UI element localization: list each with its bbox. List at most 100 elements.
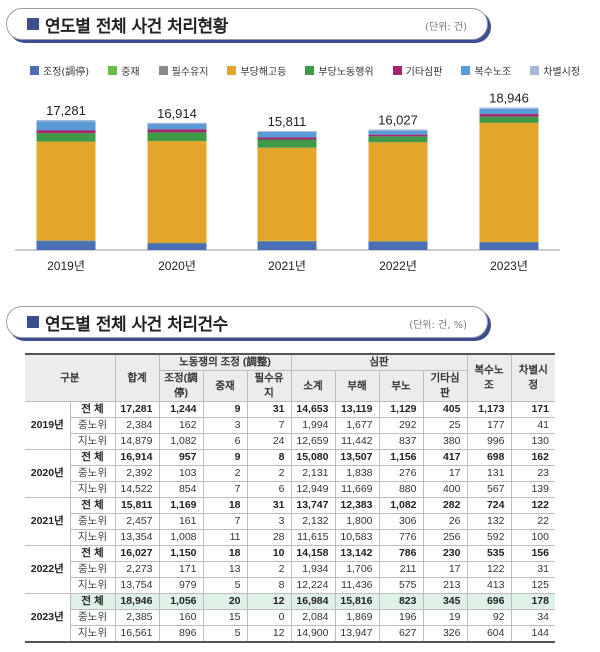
header-multi-union: 복수노조 xyxy=(466,353,512,402)
x-tick-label: 2020년 xyxy=(158,259,196,273)
value-cell: 31 xyxy=(246,401,292,418)
value-cell: 161 xyxy=(158,513,204,530)
value-cell: 122 xyxy=(466,561,512,578)
bar-total-label: 16,914 xyxy=(157,106,197,121)
value-cell: 2,392 xyxy=(114,465,160,482)
year-cell: 2019년 xyxy=(25,401,71,450)
bar-total-label: 18,946 xyxy=(489,90,529,105)
value-cell: 1,056 xyxy=(158,593,204,610)
value-cell: 276 xyxy=(378,465,424,482)
value-cell: 10 xyxy=(246,545,292,562)
value-cell: 14,879 xyxy=(114,433,160,450)
table-body: 2019년 전 체 17,281 1,244 9 31 14,653 13,119 1,129 4… xyxy=(25,401,555,643)
value-cell: 837 xyxy=(378,433,424,450)
value-cell: 12,949 xyxy=(290,481,336,498)
table-row: 중노위 2,392 103 2 2 2,131 1,838 276 17 131 23 xyxy=(25,465,555,482)
bar-segment-복수노조 xyxy=(257,131,317,138)
value-cell: 196 xyxy=(378,609,424,626)
row-label-cell: 중노위 xyxy=(70,465,116,482)
value-cell: 213 xyxy=(422,577,468,594)
value-cell: 22 xyxy=(510,513,555,530)
value-cell: 171 xyxy=(510,401,555,418)
x-tick-label: 2021년 xyxy=(268,259,306,273)
legend-swatch-icon xyxy=(305,66,315,75)
table-header-row-1: 구분 합계 노동쟁의 조정 (調整) 심판 복수노조 차별시정 xyxy=(25,353,555,402)
value-cell: 535 xyxy=(466,545,512,562)
bar-segment-차별시정 xyxy=(147,122,207,124)
value-cell: 306 xyxy=(378,513,424,530)
value-cell: 14,522 xyxy=(114,481,160,498)
value-cell: 6 xyxy=(246,481,292,498)
bar-total-label: 17,281 xyxy=(46,103,86,118)
chart-section-title: 연도별 전체 사건 처리현황 xyxy=(45,17,228,37)
row-label-cell: 지노위 xyxy=(70,433,116,450)
value-cell: 15,080 xyxy=(290,449,336,466)
value-cell: 326 xyxy=(422,625,468,643)
bar-segment-조정 xyxy=(257,241,317,250)
value-cell: 1,838 xyxy=(334,465,380,482)
value-cell: 2 xyxy=(246,561,292,578)
value-cell: 5 xyxy=(202,577,248,594)
value-cell: 1,800 xyxy=(334,513,380,530)
value-cell: 592 xyxy=(466,529,512,546)
legend-item: 복수노조 xyxy=(461,63,511,78)
bar-segment-기타심판 xyxy=(147,129,207,133)
value-cell: 11,615 xyxy=(290,529,336,546)
value-cell: 282 xyxy=(422,497,468,514)
year-cell: 2021년 xyxy=(25,497,71,546)
value-cell: 12,383 xyxy=(334,497,380,514)
x-tick-label: 2019년 xyxy=(47,259,85,273)
value-cell: 12 xyxy=(246,625,292,643)
value-cell: 13,354 xyxy=(114,529,160,546)
header-subtotal: 소계 xyxy=(290,370,336,402)
value-cell: 7 xyxy=(202,481,248,498)
value-cell: 230 xyxy=(422,545,468,562)
row-label-cell: 전 체 xyxy=(69,449,116,466)
value-cell: 12,659 xyxy=(290,433,336,450)
value-cell: 31 xyxy=(246,497,292,514)
value-cell: 178 xyxy=(510,593,555,610)
legend-swatch-icon xyxy=(30,66,39,75)
legend-label: 조정(調停) xyxy=(43,67,90,78)
value-cell: 100 xyxy=(510,529,555,546)
value-cell: 11,436 xyxy=(334,577,380,594)
value-cell: 12 xyxy=(246,593,292,610)
header-other-trial: 기타심판 xyxy=(422,370,467,402)
row-label-cell: 중노위 xyxy=(70,609,116,626)
value-cell: 1,156 xyxy=(378,449,424,466)
legend-label: 중재 xyxy=(121,67,140,78)
value-cell: 13,947 xyxy=(334,625,380,643)
table-row: 지노위 14,879 1,082 6 24 12,659 11,442 837 380 996 13… xyxy=(25,433,555,450)
legend-label: 부당노동행위 xyxy=(318,67,374,78)
year-cell: 2023년 xyxy=(25,593,71,643)
value-cell: 292 xyxy=(378,417,424,434)
value-cell: 1,244 xyxy=(158,401,204,418)
value-cell: 13,754 xyxy=(114,577,160,594)
header-gubun: 구분 xyxy=(25,353,116,402)
value-cell: 171 xyxy=(158,561,204,578)
value-cell: 13,507 xyxy=(334,449,380,466)
row-label-cell: 중노위 xyxy=(70,513,116,530)
value-cell: 2,084 xyxy=(290,609,336,626)
bar-segment-차별시정 xyxy=(257,131,317,132)
bar-segment-기타심판 xyxy=(36,130,96,134)
value-cell: 11,442 xyxy=(334,433,380,450)
value-cell: 880 xyxy=(378,481,424,498)
value-cell: 2 xyxy=(246,465,292,482)
value-cell: 12,224 xyxy=(290,577,336,594)
row-label-cell: 지노위 xyxy=(70,529,116,546)
row-label-cell: 중노위 xyxy=(70,561,116,578)
value-cell: 823 xyxy=(378,593,424,610)
row-label-cell: 지노위 xyxy=(70,577,116,594)
year-cell: 2020년 xyxy=(25,449,71,498)
legend-item: 기타심판 xyxy=(392,63,442,78)
value-cell: 14,900 xyxy=(290,625,336,643)
value-cell: 16,914 xyxy=(114,449,160,466)
value-cell: 15 xyxy=(202,609,248,626)
value-cell: 16,027 xyxy=(114,545,160,562)
bar-segment-필수유지 xyxy=(257,240,317,242)
square-bullet-icon xyxy=(27,316,39,328)
table-row: 2021년 전 체 15,811 1,169 18 31 13,747 12,383 1,082… xyxy=(25,497,555,546)
legend-label: 복수노조 xyxy=(474,67,512,78)
table-row: 지노위 14,522 854 7 6 12,949 11,669 880 400 567 139 xyxy=(25,481,555,498)
